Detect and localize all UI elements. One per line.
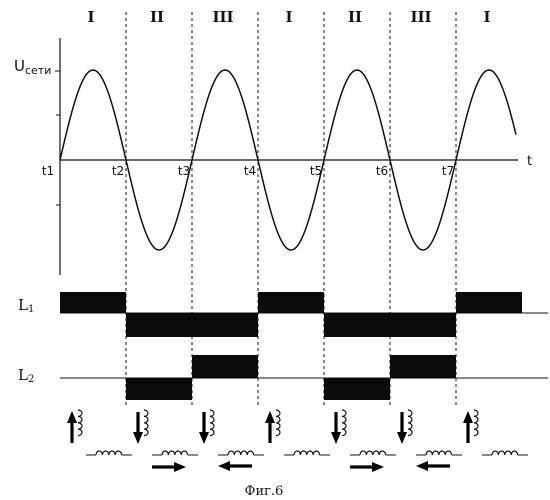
y-axis-label: Uсети bbox=[14, 57, 51, 77]
arrow-left-head-icon bbox=[218, 461, 230, 471]
l1-bar-4 bbox=[258, 292, 324, 313]
coil-group-5 bbox=[331, 410, 396, 472]
coil-group-7 bbox=[463, 410, 528, 455]
y-axis-label-main: U bbox=[14, 57, 25, 75]
vertical-coil bbox=[408, 410, 412, 436]
arrow-right-head-icon bbox=[174, 462, 186, 472]
row-label-l2: L2 bbox=[18, 366, 34, 385]
arrow-up-head-icon bbox=[265, 411, 275, 423]
l1-bar-7 bbox=[456, 292, 522, 313]
row-label-l1-letter: L bbox=[18, 296, 28, 314]
phase-label-4: I bbox=[285, 8, 292, 26]
coil-group-3 bbox=[199, 410, 264, 471]
l1-bar-2 bbox=[126, 313, 192, 337]
arrow-left-head-icon bbox=[416, 461, 428, 471]
arrow-up-head-icon bbox=[463, 411, 473, 423]
l1-bar-3 bbox=[192, 313, 258, 337]
phase-label-1: I bbox=[87, 8, 94, 26]
horizontal-coil bbox=[96, 451, 122, 455]
phase-label-3: III bbox=[212, 8, 233, 26]
arrow-down-head-icon bbox=[133, 432, 143, 444]
figure-caption: Фиг.6 bbox=[245, 484, 284, 499]
x-axis-label: t bbox=[527, 154, 532, 169]
horizontal-coil bbox=[162, 451, 188, 455]
l1-bars bbox=[60, 292, 522, 337]
row-label-l2-subscript: 2 bbox=[28, 374, 34, 385]
coil-group-6 bbox=[397, 410, 462, 471]
phase-label-6: III bbox=[410, 8, 431, 26]
arrow-down-head-icon bbox=[199, 432, 209, 444]
phase-label-2: II bbox=[150, 8, 164, 26]
row-label-l1-subscript: 1 bbox=[28, 304, 34, 315]
horizontal-coil bbox=[294, 451, 320, 455]
horizontal-coil bbox=[228, 451, 254, 455]
l1-bar-1 bbox=[60, 292, 126, 313]
coil-group-2 bbox=[133, 410, 198, 472]
vertical-coil bbox=[342, 410, 346, 436]
row-label-l2-letter: L bbox=[18, 366, 28, 384]
horizontal-coil bbox=[360, 451, 386, 455]
arrow-down-head-icon bbox=[397, 432, 407, 444]
vertical-coil bbox=[276, 410, 280, 436]
arrow-right-head-icon bbox=[372, 462, 384, 472]
phase-label-5: II bbox=[348, 8, 362, 26]
time-tick-t5: t5 bbox=[310, 164, 322, 178]
time-tick-t7: t7 bbox=[442, 164, 454, 178]
l1-bar-6 bbox=[390, 313, 456, 337]
vertical-coil bbox=[210, 410, 214, 436]
vertical-coil bbox=[78, 410, 82, 436]
l2-bar-2 bbox=[126, 378, 192, 400]
arrow-down-head-icon bbox=[331, 432, 341, 444]
vertical-coil bbox=[144, 410, 148, 436]
l1-bar-5 bbox=[324, 313, 390, 337]
time-tick-t3: t3 bbox=[178, 164, 190, 178]
row-label-l1: L1 bbox=[18, 296, 34, 315]
coil-group-4 bbox=[265, 410, 330, 455]
time-tick-t6: t6 bbox=[376, 164, 388, 178]
l2-bar-3 bbox=[192, 355, 258, 378]
arrow-up-head-icon bbox=[67, 411, 77, 423]
y-axis-label-subscript: сети bbox=[25, 64, 51, 77]
time-tick-t2: t2 bbox=[112, 164, 124, 178]
horizontal-coil bbox=[426, 451, 452, 455]
vertical-coil bbox=[474, 410, 478, 436]
coil-group-1 bbox=[67, 410, 132, 455]
l2-bar-5 bbox=[324, 378, 390, 400]
coil-schematics bbox=[67, 410, 528, 472]
phase-labels: IIIIIIIIIIIII bbox=[87, 8, 490, 26]
time-tick-t4: t4 bbox=[244, 164, 256, 178]
horizontal-coil bbox=[492, 451, 518, 455]
l2-bar-6 bbox=[390, 355, 456, 378]
time-tick-t1: t1 bbox=[42, 164, 54, 178]
phase-label-7: I bbox=[483, 8, 490, 26]
phase-boundaries bbox=[126, 12, 456, 405]
